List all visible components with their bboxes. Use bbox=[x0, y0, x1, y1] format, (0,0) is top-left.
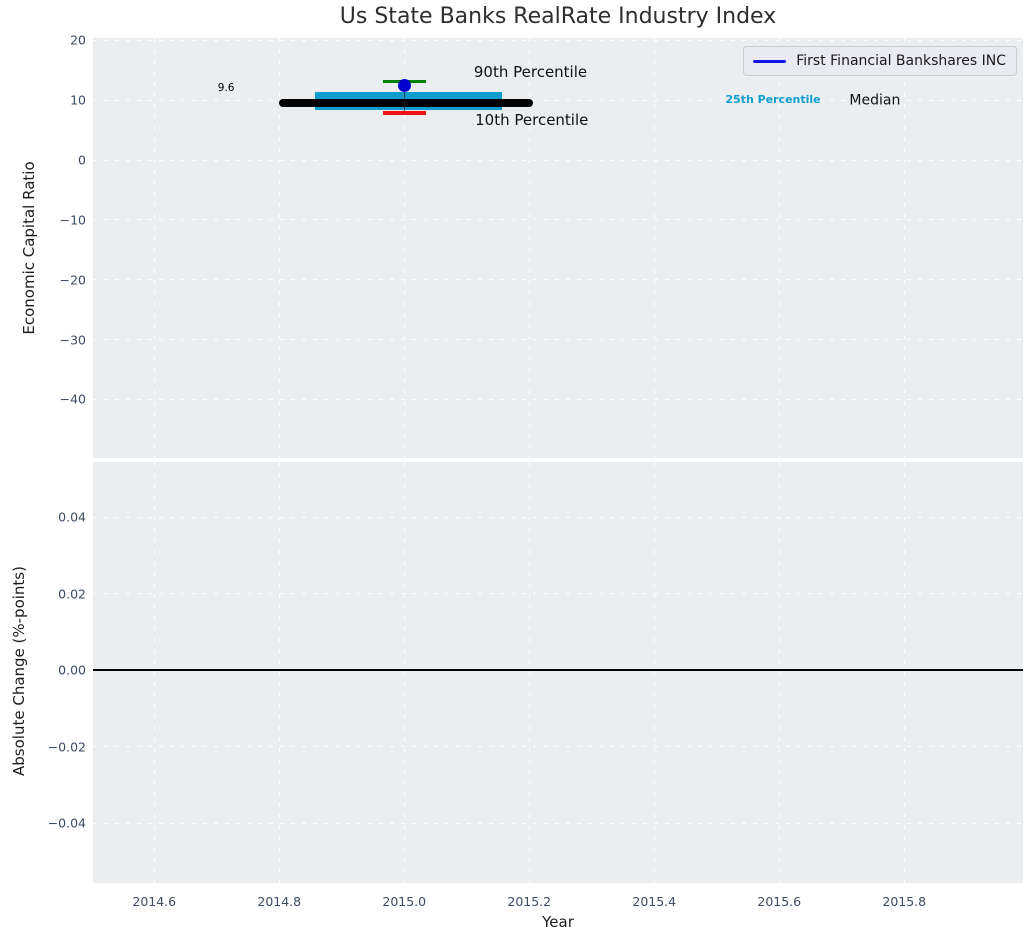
gridline-vertical bbox=[153, 38, 155, 458]
x-tick-label: 2015.2 bbox=[507, 894, 552, 909]
gridline-vertical bbox=[778, 38, 780, 458]
y-tick-label: 20 bbox=[70, 32, 86, 48]
gridline-horizontal bbox=[93, 516, 1023, 518]
gridline-vertical bbox=[778, 462, 780, 883]
y-tick-label: −40 bbox=[59, 391, 86, 407]
x-tick-label: 2015.6 bbox=[757, 894, 802, 909]
gridline-vertical bbox=[528, 462, 530, 883]
gridline-vertical bbox=[528, 38, 530, 458]
gridline-vertical bbox=[403, 38, 405, 458]
median-value-label: 9.6 bbox=[217, 82, 235, 95]
gridline-horizontal bbox=[93, 219, 1023, 221]
gridline-vertical bbox=[903, 462, 905, 883]
bottom-axes bbox=[93, 462, 1023, 883]
x-tick-label: 2015.4 bbox=[632, 894, 677, 909]
bottom-y-axis-label: Absolute Change (%-points) bbox=[10, 566, 28, 776]
gridline-horizontal bbox=[93, 339, 1023, 341]
gridline-horizontal bbox=[93, 822, 1023, 824]
p10-tick bbox=[383, 111, 426, 115]
legend-line-swatch bbox=[753, 59, 787, 63]
gridline-horizontal bbox=[93, 593, 1023, 595]
p90-label: 90th Percentile bbox=[473, 62, 588, 81]
median-line bbox=[279, 98, 533, 107]
gridline-vertical bbox=[153, 462, 155, 883]
y-tick-label: −0.04 bbox=[47, 815, 86, 831]
y-tick-label: 0.04 bbox=[58, 509, 86, 525]
y-tick-label: −0.02 bbox=[47, 739, 86, 755]
gridline-vertical bbox=[403, 462, 405, 883]
gridline-horizontal bbox=[93, 159, 1023, 161]
x-tick-label: 2015.0 bbox=[382, 894, 427, 909]
chart-title: Us State Banks RealRate Industry Index bbox=[339, 4, 777, 29]
gridline-horizontal bbox=[93, 39, 1023, 41]
y-tick-label: 0.00 bbox=[58, 662, 86, 678]
y-tick-label: −30 bbox=[59, 332, 86, 348]
gridline-vertical bbox=[653, 38, 655, 458]
zero-line bbox=[93, 669, 1023, 672]
gridline-vertical bbox=[278, 38, 280, 458]
gridline-horizontal bbox=[93, 398, 1023, 400]
gridline-horizontal bbox=[93, 99, 1023, 101]
gridline-vertical bbox=[653, 462, 655, 883]
y-tick-label: 0 bbox=[78, 152, 86, 168]
y-tick-label: −10 bbox=[59, 212, 86, 228]
percentile-connector bbox=[403, 81, 405, 113]
x-tick-label: 2015.8 bbox=[882, 894, 927, 909]
x-axis-label: Year bbox=[542, 913, 574, 931]
legend-label: First Financial Bankshares INC bbox=[796, 53, 1006, 69]
y-tick-label: 10 bbox=[70, 92, 86, 108]
legend: First Financial Bankshares INC bbox=[743, 46, 1017, 76]
gridline-horizontal bbox=[93, 279, 1023, 281]
x-tick-label: 2014.8 bbox=[257, 894, 302, 909]
gridline-vertical bbox=[903, 38, 905, 458]
y-tick-label: −20 bbox=[59, 272, 86, 288]
x-tick-label: 2014.6 bbox=[132, 894, 177, 909]
top-y-axis-label: Economic Capital Ratio bbox=[20, 161, 38, 335]
gridline-horizontal bbox=[93, 746, 1023, 748]
top-axes: 9.6 90th Percentile 10th Percentile 25th Pe… bbox=[93, 38, 1023, 458]
median-label: Median bbox=[849, 92, 901, 109]
gridline-vertical bbox=[278, 462, 280, 883]
p25-label: 25th Percentile bbox=[725, 93, 821, 107]
p10-label: 10th Percentile bbox=[475, 110, 589, 129]
company-point bbox=[397, 79, 411, 93]
y-tick-label: 0.02 bbox=[58, 586, 86, 602]
